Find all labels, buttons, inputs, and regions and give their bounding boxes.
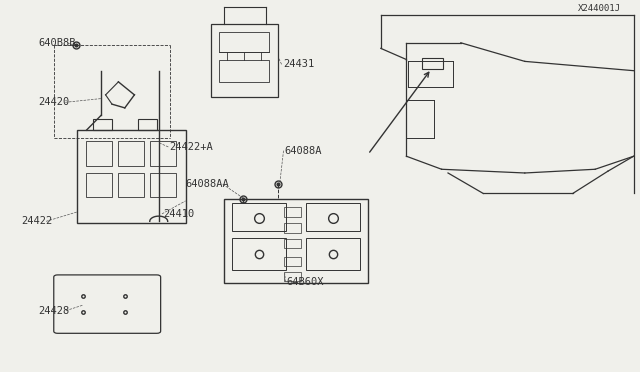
Text: X244001J: X244001J	[578, 4, 621, 13]
Text: 24431: 24431	[283, 60, 314, 69]
Bar	[224, 199, 368, 283]
Bar	[86, 141, 112, 166]
Bar	[422, 58, 443, 69]
Bar	[219, 60, 269, 82]
Text: 64B60X: 64B60X	[287, 277, 324, 287]
Bar	[306, 238, 360, 270]
Bar	[150, 173, 176, 197]
Bar	[284, 207, 301, 217]
Bar	[219, 32, 269, 52]
Bar	[284, 272, 301, 281]
Bar	[77, 130, 186, 223]
Text: 24420: 24420	[38, 97, 70, 107]
Text: 640B8B: 640B8B	[38, 38, 76, 48]
Bar	[118, 173, 144, 197]
Bar	[232, 203, 286, 231]
Text: 24410: 24410	[163, 209, 195, 219]
Text: 64088A: 64088A	[285, 146, 323, 155]
Text: 24422: 24422	[21, 217, 52, 226]
Bar	[211, 24, 278, 97]
Bar	[150, 141, 176, 166]
Text: 24428: 24428	[38, 306, 70, 315]
Bar	[86, 173, 112, 197]
Bar	[284, 239, 301, 248]
Text: 24422+A: 24422+A	[170, 142, 213, 152]
Bar	[93, 119, 112, 130]
Bar	[138, 119, 157, 130]
Bar	[232, 238, 286, 270]
Bar	[306, 203, 360, 231]
Bar	[118, 141, 144, 166]
Bar	[284, 223, 301, 232]
Bar	[284, 257, 301, 266]
Text: 64088AA: 64088AA	[186, 179, 229, 189]
